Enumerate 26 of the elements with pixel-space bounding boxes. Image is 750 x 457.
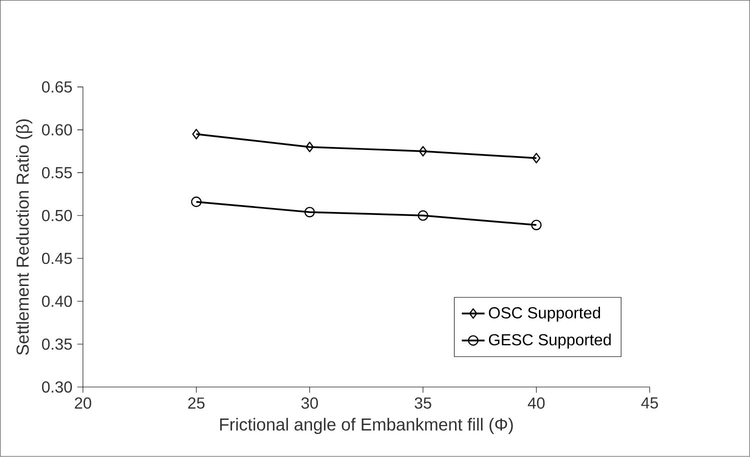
x-tick-label: 20 (74, 398, 92, 409)
legend-label: OSC Supported (488, 306, 600, 322)
y-tick-label: 0.65 (42, 81, 72, 93)
x-tick-label: 25 (188, 398, 205, 409)
point (532, 153, 540, 164)
y-axis-title: Settlement Reduction Ratio (β) (16, 120, 32, 356)
y-tick-label: 0.30 (42, 382, 72, 393)
point (191, 196, 202, 208)
point (418, 210, 428, 221)
y-tick-label: 0.60 (42, 124, 72, 136)
point (531, 220, 542, 230)
y-tick-label: 0.55 (42, 167, 72, 179)
point (192, 129, 200, 140)
y-tick-label: 0.35 (42, 338, 72, 350)
y-tick-label: 0.45 (42, 252, 72, 264)
legend-label: GESC Supported (488, 334, 611, 349)
point (418, 146, 428, 157)
point (304, 207, 315, 218)
x-tick-label: 45 (641, 398, 658, 409)
x-axis-title: Frictional angle of Embankment fill (Φ) (220, 418, 513, 434)
y-tick-label: 0.50 (42, 210, 72, 222)
x-tick-label: 35 (414, 398, 432, 409)
x-tick-label: 40 (528, 398, 545, 409)
point (306, 142, 314, 152)
y-tick-label: 0.40 (42, 296, 72, 308)
x-tick-label: 30 (301, 398, 318, 409)
